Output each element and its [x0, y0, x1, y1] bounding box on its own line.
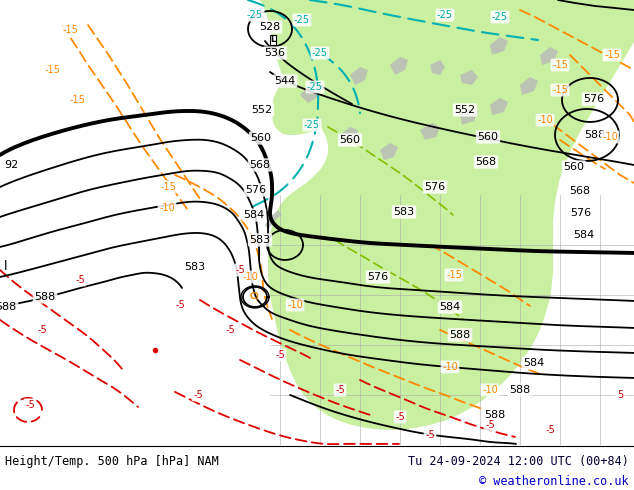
- Text: -10: -10: [537, 115, 553, 125]
- Text: -25: -25: [437, 10, 453, 20]
- Text: 584: 584: [439, 302, 461, 312]
- Polygon shape: [380, 143, 398, 160]
- Text: -5: -5: [37, 325, 47, 335]
- Text: 588: 588: [585, 130, 605, 140]
- Text: -5: -5: [395, 412, 405, 422]
- Text: 5: 5: [617, 390, 623, 400]
- Text: 583: 583: [184, 262, 205, 272]
- Text: 588: 588: [450, 330, 470, 340]
- Text: 560: 560: [477, 132, 498, 142]
- Text: 544: 544: [275, 76, 295, 86]
- Text: -15: -15: [552, 85, 568, 95]
- Text: -5: -5: [545, 425, 555, 435]
- Text: -15: -15: [160, 182, 176, 192]
- Polygon shape: [460, 70, 478, 85]
- Text: 588: 588: [34, 292, 56, 302]
- Text: -5: -5: [25, 400, 35, 410]
- Text: -15: -15: [44, 65, 60, 75]
- Text: -10: -10: [602, 132, 618, 142]
- Text: © weatheronline.co.uk: © weatheronline.co.uk: [479, 475, 629, 489]
- Text: -25: -25: [312, 48, 328, 58]
- Text: -15: -15: [604, 50, 620, 60]
- Text: -10: -10: [159, 203, 175, 213]
- Text: -15: -15: [62, 25, 78, 35]
- Polygon shape: [460, 107, 478, 125]
- Text: 568: 568: [249, 160, 271, 170]
- Polygon shape: [300, 85, 320, 103]
- Text: -5: -5: [275, 350, 285, 360]
- Text: -5: -5: [425, 430, 435, 440]
- Text: -25: -25: [294, 15, 310, 25]
- Text: l: l: [4, 261, 8, 273]
- Text: C): C): [250, 293, 260, 301]
- Polygon shape: [272, 0, 358, 135]
- Text: Tu 24-09-2024 12:00 UTC (00+84): Tu 24-09-2024 12:00 UTC (00+84): [408, 455, 629, 468]
- Text: -25: -25: [304, 120, 320, 130]
- Text: 584: 584: [524, 358, 545, 368]
- Polygon shape: [390, 57, 408, 75]
- Text: 583: 583: [394, 207, 415, 217]
- Polygon shape: [430, 60, 445, 75]
- Text: 560: 560: [564, 162, 585, 172]
- Text: -5: -5: [485, 420, 495, 430]
- Polygon shape: [520, 77, 538, 95]
- Text: 576: 576: [571, 208, 592, 218]
- Text: -10: -10: [242, 272, 258, 282]
- Text: 528: 528: [259, 22, 281, 32]
- Text: -25: -25: [247, 10, 263, 20]
- Polygon shape: [340, 127, 358, 143]
- Text: 536: 536: [264, 48, 285, 58]
- Polygon shape: [350, 67, 368, 85]
- Text: 588: 588: [0, 302, 16, 312]
- Text: 560: 560: [250, 133, 271, 143]
- Text: -15: -15: [446, 270, 462, 280]
- Polygon shape: [420, 123, 440, 140]
- Text: 552: 552: [252, 105, 273, 115]
- Polygon shape: [265, 210, 282, 230]
- Text: 584: 584: [573, 230, 595, 240]
- Text: 568: 568: [476, 157, 496, 167]
- Text: 552: 552: [455, 105, 476, 115]
- Text: -5: -5: [175, 300, 185, 310]
- Text: 576: 576: [424, 182, 446, 192]
- Text: -25: -25: [492, 12, 508, 22]
- Text: 583: 583: [249, 235, 271, 245]
- Text: 576: 576: [245, 185, 266, 195]
- Text: -10: -10: [287, 300, 303, 310]
- Text: -10: -10: [482, 385, 498, 395]
- Polygon shape: [490, 98, 508, 115]
- Text: Height/Temp. 500 hPa [hPa] NAM: Height/Temp. 500 hPa [hPa] NAM: [5, 455, 219, 468]
- Text: L: L: [270, 35, 276, 45]
- Polygon shape: [260, 0, 634, 430]
- Text: 584: 584: [243, 210, 264, 220]
- Polygon shape: [490, 37, 508, 55]
- Polygon shape: [540, 47, 558, 65]
- Text: -5: -5: [75, 275, 85, 285]
- Text: -15: -15: [69, 95, 85, 105]
- Text: -5: -5: [335, 385, 345, 395]
- Text: 576: 576: [583, 94, 605, 104]
- Text: -10: -10: [442, 362, 458, 372]
- Text: 588: 588: [509, 385, 531, 395]
- Text: -25: -25: [307, 82, 323, 92]
- Text: -5: -5: [235, 265, 245, 275]
- Text: -15: -15: [552, 60, 568, 70]
- Text: 588: 588: [484, 410, 506, 420]
- Text: -5: -5: [225, 325, 235, 335]
- Text: -5: -5: [193, 390, 203, 400]
- Text: 568: 568: [569, 186, 590, 196]
- Text: 560: 560: [339, 135, 361, 145]
- Text: 92: 92: [4, 160, 18, 170]
- Text: 576: 576: [368, 272, 389, 282]
